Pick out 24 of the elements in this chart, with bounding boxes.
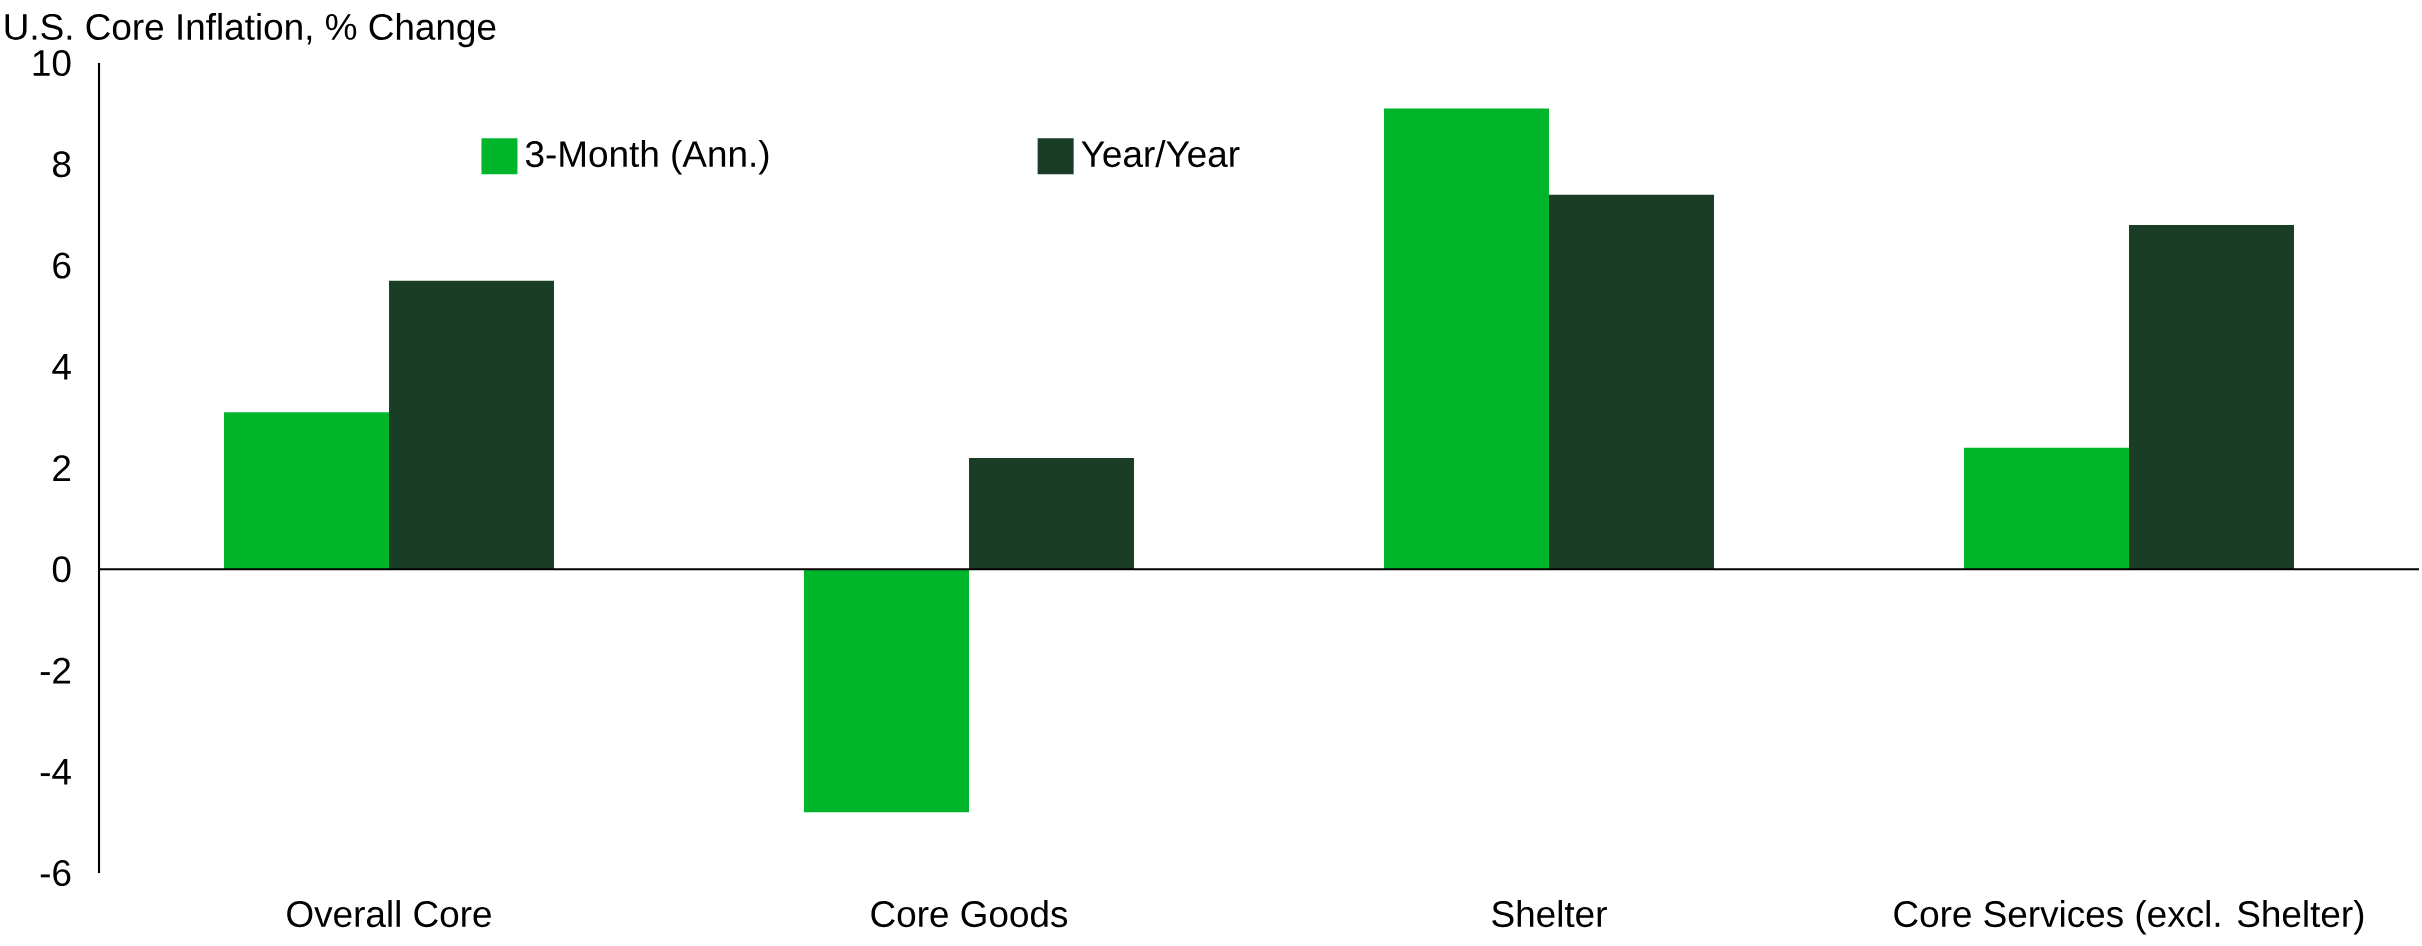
y-tick-label: -4 — [40, 759, 71, 785]
y-tick-label: 2 — [53, 455, 71, 481]
y-axis-title: U.S. Core Inflation, % Change — [5, 12, 496, 48]
bar — [969, 457, 1135, 570]
bar — [1384, 108, 1550, 570]
bar — [224, 412, 390, 570]
y-tick-label: 0 — [52, 556, 71, 583]
y-tick-label: -6 — [40, 859, 71, 887]
y-tick-label: 6 — [53, 252, 71, 279]
bar — [804, 569, 970, 813]
legend-label: 3-Month (Ann.) — [525, 140, 769, 175]
x-tick-label: Core Services (excl. Shelter) — [1894, 900, 2364, 935]
x-tick-label: Core Goods — [871, 900, 1068, 928]
x-tick-label: Overall Core — [287, 900, 491, 928]
bar — [1549, 194, 1715, 570]
legend-label: Year/Year — [1081, 140, 1240, 168]
y-tick-label: 10 — [33, 49, 71, 77]
bar — [2129, 225, 2295, 570]
y-tick-label: 8 — [53, 151, 71, 178]
y-tick-label: 4 — [52, 354, 71, 380]
y-tick-label: -2 — [40, 657, 71, 684]
bar — [1964, 447, 2130, 570]
bar — [389, 280, 555, 570]
x-tick-label: Shelter — [1492, 900, 1607, 928]
